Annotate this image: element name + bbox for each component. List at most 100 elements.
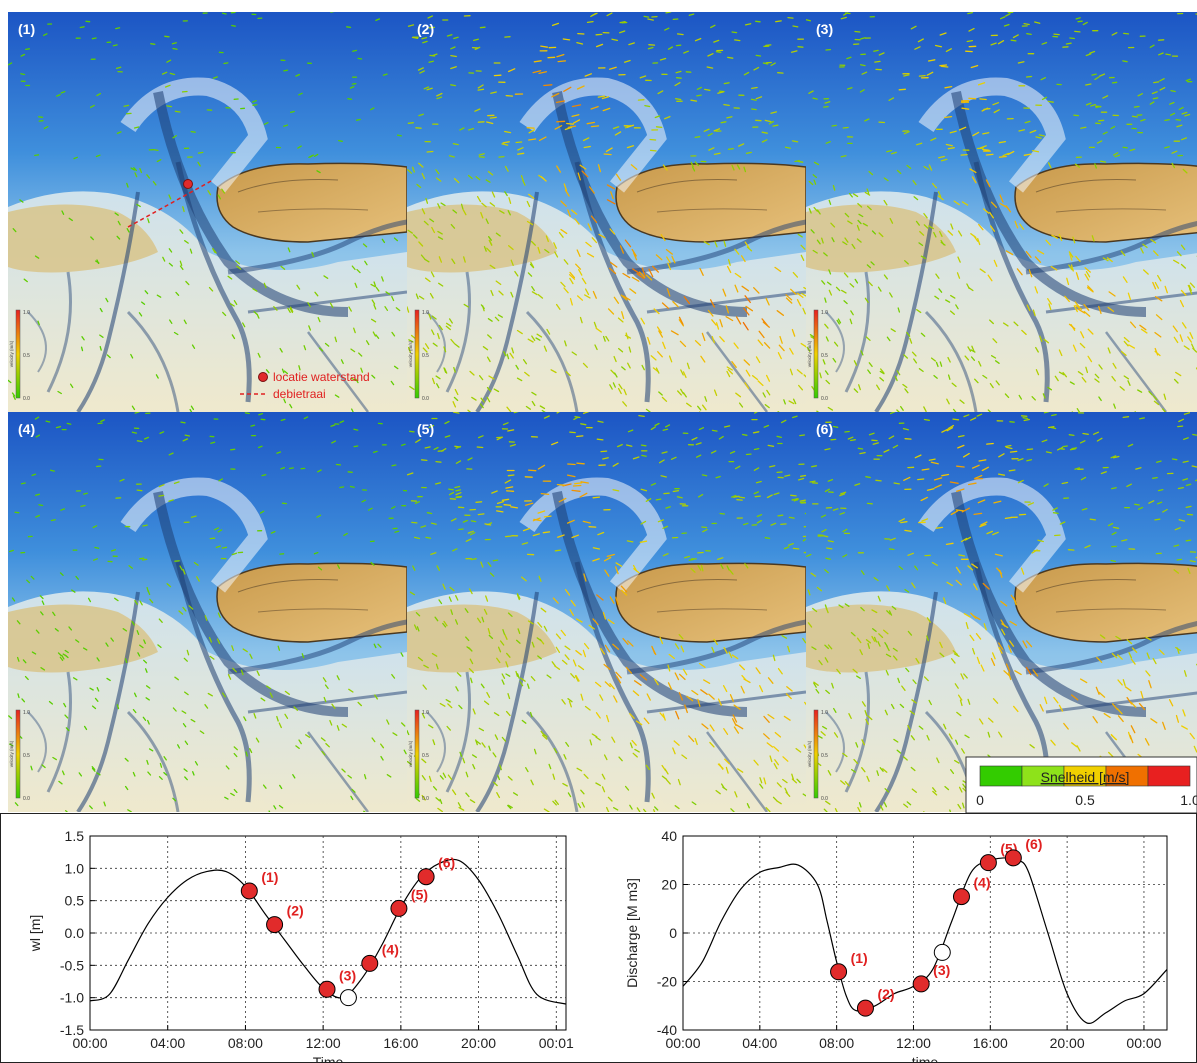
velocity-arrow: [713, 39, 720, 43]
velocity-arrow: [906, 164, 912, 169]
velocity-arrow: [784, 146, 791, 149]
velocity-arrow: [940, 241, 946, 246]
velocity-arrow: [952, 418, 960, 421]
velocity-arrow: [868, 432, 875, 436]
velocity-arrow: [144, 290, 149, 295]
velocity-arrow: [34, 154, 40, 157]
velocity-arrow: [280, 466, 286, 470]
velocity-arrow: [1045, 451, 1052, 454]
velocity-arrow: [968, 287, 974, 292]
velocity-arrow: [813, 206, 818, 212]
velocity-arrow: [799, 501, 806, 504]
velocity-arrow: [886, 610, 891, 615]
velocity-arrow: [628, 346, 632, 353]
velocity-arrow: [1094, 76, 1100, 81]
velocity-arrow: [656, 326, 663, 334]
velocity-arrow: [43, 126, 49, 130]
velocity-arrow: [351, 788, 356, 793]
velocity-arrow: [949, 310, 955, 315]
velocity-arrow: [627, 362, 631, 369]
velocity-arrow: [1069, 37, 1075, 40]
velocity-arrow: [116, 131, 122, 135]
velocity-arrow: [674, 805, 680, 810]
velocity-arrow: [640, 444, 647, 447]
velocity-arrow: [706, 66, 714, 69]
velocity-arrow: [95, 260, 100, 264]
velocity-arrow: [512, 792, 519, 796]
velocity-arrow: [486, 396, 491, 403]
velocity-arrow: [707, 132, 713, 137]
velocity-arrow: [1110, 559, 1116, 563]
legend-point-symbol: [258, 372, 268, 382]
velocity-arrow: [871, 609, 878, 614]
velocity-arrow: [664, 115, 671, 120]
velocity-arrow: [671, 255, 676, 264]
velocity-arrow: [436, 96, 443, 100]
velocity-arrow: [640, 317, 646, 325]
velocity-arrow: [1005, 663, 1011, 672]
phase-marker: [266, 916, 284, 934]
velocity-arrow: [1189, 282, 1196, 288]
velocity-arrow: [233, 752, 238, 758]
velocity-arrow: [855, 742, 859, 748]
velocity-arrow: [808, 180, 814, 186]
velocity-arrow: [421, 172, 426, 180]
velocity-arrow: [421, 712, 426, 719]
velocity-arrow: [370, 283, 376, 288]
velocity-arrow: [763, 715, 770, 723]
velocity-arrow: [435, 375, 441, 380]
main-colorbar: Snelheid [m/s]0 0.5 1.0: [965, 756, 1197, 813]
velocity-arrow: [252, 288, 258, 292]
velocity-arrow: [851, 243, 856, 250]
velocity-arrow: [556, 412, 560, 414]
velocity-arrow: [172, 797, 177, 802]
velocity-arrow: [751, 108, 757, 111]
velocity-arrow: [697, 698, 701, 707]
velocity-arrow: [798, 384, 804, 391]
velocity-arrow: [485, 595, 489, 602]
velocity-arrow: [139, 644, 144, 649]
velocity-arrow: [799, 434, 806, 437]
velocity-arrow: [755, 20, 761, 23]
velocity-arrow: [221, 12, 227, 15]
velocity-arrow: [1111, 531, 1117, 536]
velocity-arrow: [592, 618, 599, 626]
velocity-arrow: [700, 564, 704, 572]
velocity-arrow: [681, 754, 688, 760]
velocity-arrow: [322, 677, 327, 683]
velocity-arrow: [128, 565, 133, 569]
velocity-arrow: [645, 498, 652, 502]
velocity-arrow: [971, 345, 975, 352]
velocity-arrow: [770, 111, 778, 114]
velocity-arrow: [1073, 305, 1078, 313]
velocity-arrow: [842, 554, 848, 558]
velocity-arrow: [574, 415, 581, 419]
velocity-arrow: [1126, 483, 1132, 488]
velocity-arrow: [912, 180, 917, 186]
inset-colorbar-tick: 0.5: [23, 753, 30, 759]
velocity-arrow: [126, 228, 130, 233]
velocity-arrow: [531, 286, 535, 292]
velocity-arrow: [448, 155, 455, 158]
velocity-arrows: [407, 12, 806, 412]
velocity-arrow: [725, 766, 729, 774]
velocity-arrow: [1177, 486, 1184, 490]
velocity-arrow: [529, 711, 533, 718]
velocity-arrow: [75, 575, 79, 580]
velocity-arrow: [263, 282, 267, 289]
velocity-arrow: [236, 265, 242, 270]
velocity-arrow: [596, 594, 604, 601]
velocity-arrow: [591, 237, 598, 244]
velocity-arrow: [303, 345, 307, 351]
y-tick-label: 20: [661, 877, 677, 893]
velocity-arrow: [1009, 620, 1017, 626]
velocity-arrow: [450, 46, 456, 50]
velocity-arrow: [626, 145, 635, 149]
phase-marker: [417, 868, 435, 886]
velocity-arrow: [957, 694, 963, 701]
velocity-arrow: [733, 342, 739, 349]
velocity-arrow: [890, 703, 895, 710]
velocity-arrow: [904, 588, 910, 593]
